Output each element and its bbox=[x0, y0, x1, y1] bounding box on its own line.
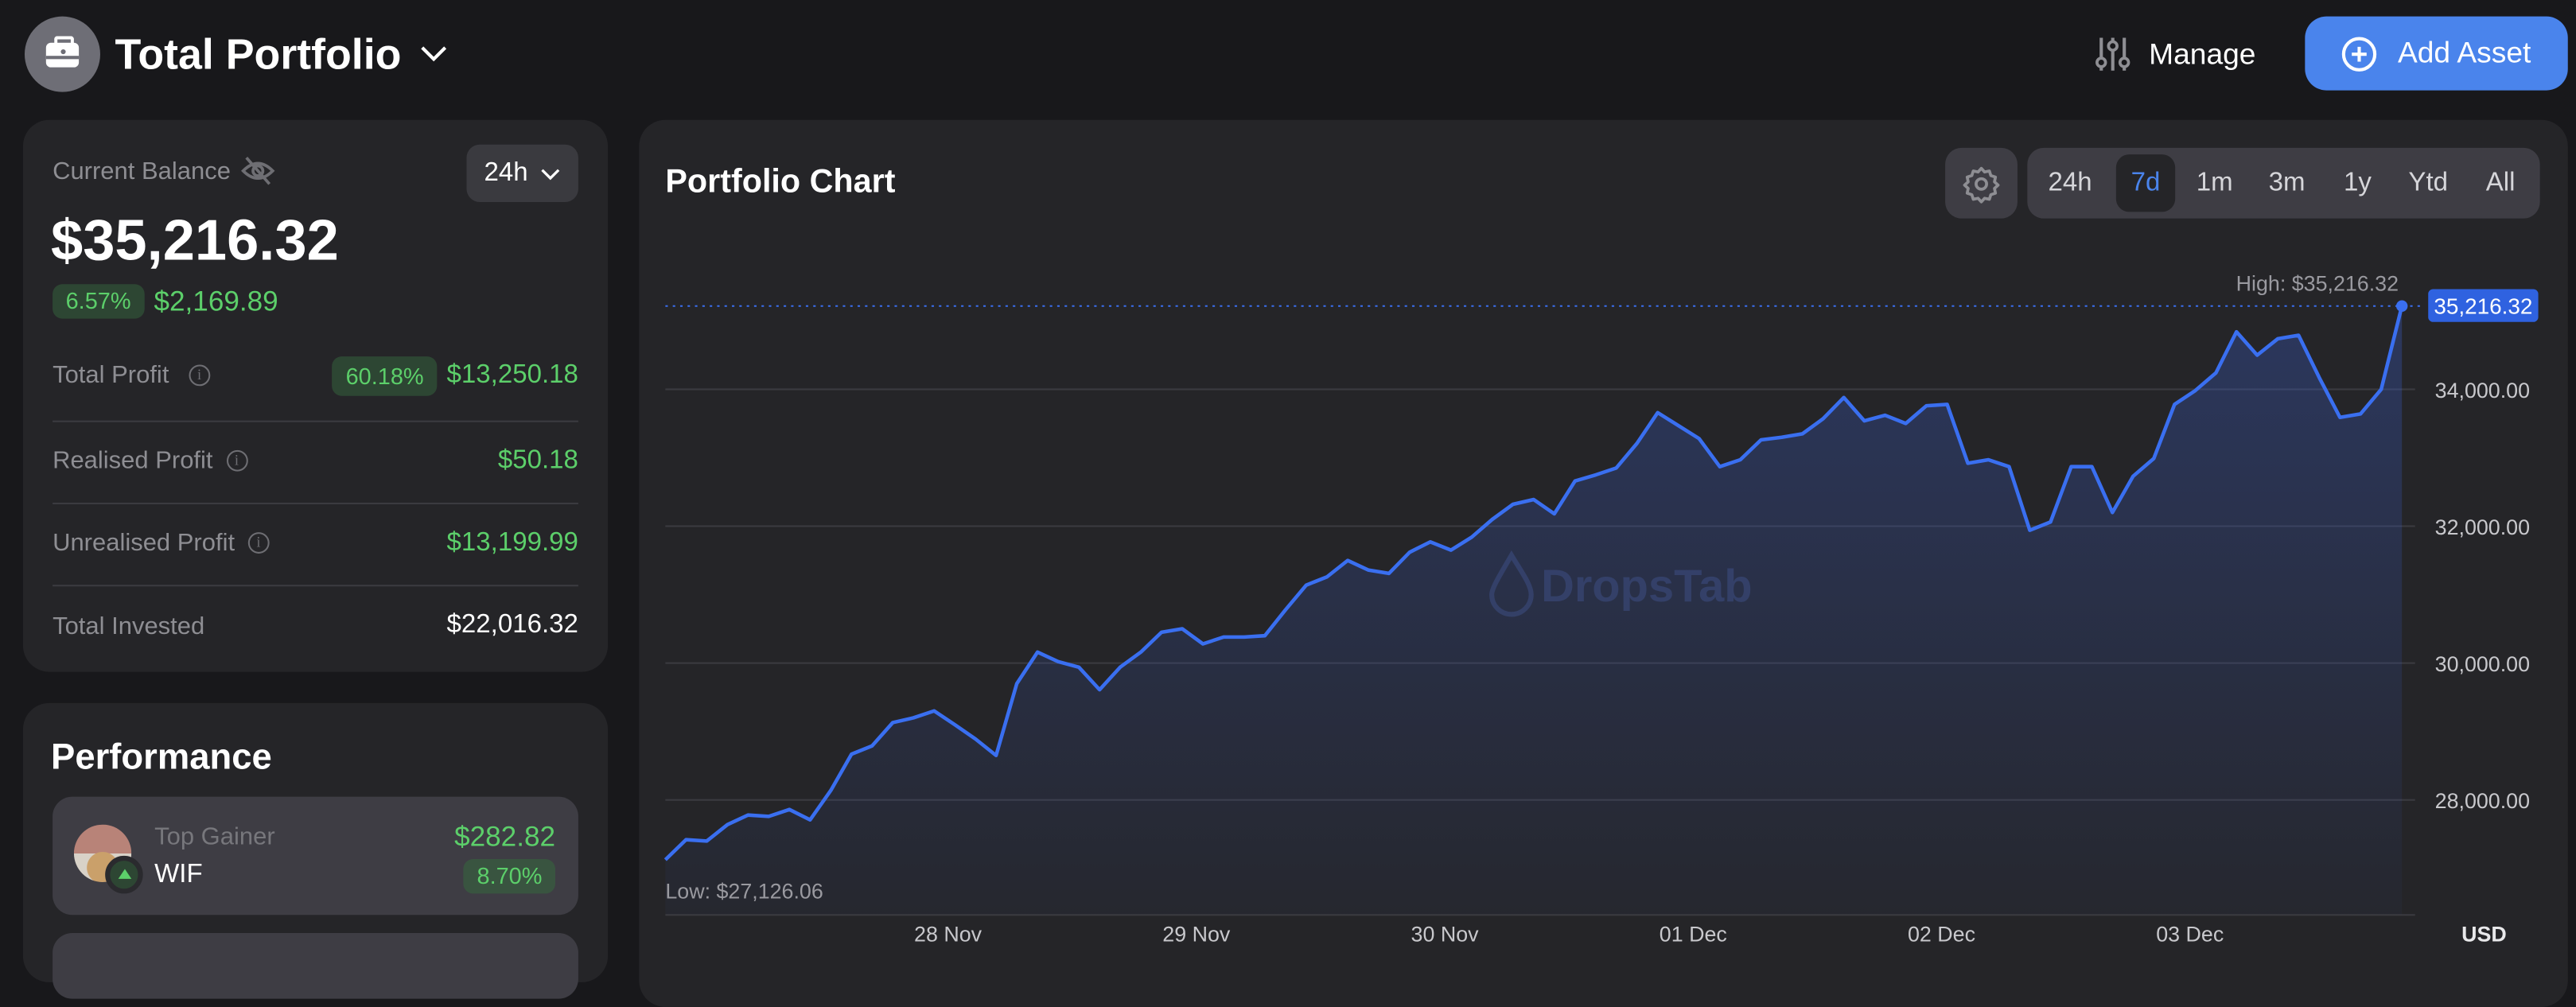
current-balance-header: Current Balance bbox=[53, 156, 277, 185]
change-pct-badge: 6.57% bbox=[53, 284, 145, 319]
divider bbox=[53, 420, 578, 422]
row-label: Unrealised Profit bbox=[53, 528, 235, 558]
add-asset-button[interactable]: Add Asset bbox=[2305, 16, 2568, 91]
range-all[interactable]: All bbox=[2485, 169, 2516, 197]
chevron-down-icon bbox=[421, 46, 447, 62]
briefcase-icon bbox=[24, 16, 100, 92]
row-label: Total Invested bbox=[53, 612, 205, 640]
eye-off-icon[interactable] bbox=[240, 156, 276, 185]
performance-title: Performance bbox=[51, 736, 272, 777]
range-1y[interactable]: 1y bbox=[2343, 169, 2372, 197]
period-dropdown[interactable]: 24h bbox=[466, 144, 578, 203]
manage-label: Manage bbox=[2149, 37, 2256, 70]
divider bbox=[53, 502, 578, 504]
trend-up-icon bbox=[105, 855, 143, 894]
plus-circle-icon bbox=[2342, 36, 2378, 71]
top-gainer-pct-badge: 8.70% bbox=[463, 859, 556, 894]
portfolio-chart-card bbox=[639, 119, 2568, 1007]
chart-title: Portfolio Chart bbox=[665, 164, 896, 200]
chevron-down-icon bbox=[542, 168, 561, 180]
info-icon[interactable]: i bbox=[226, 450, 247, 472]
portfolio-selector[interactable]: Total Portfolio bbox=[24, 16, 447, 92]
add-asset-label: Add Asset bbox=[2397, 36, 2531, 69]
balance-value: $35,216.32 bbox=[51, 208, 339, 273]
row-value: $50.18 bbox=[497, 446, 578, 475]
manage-button[interactable]: Manage bbox=[2095, 29, 2256, 79]
row-label: Realised Profit bbox=[53, 446, 213, 475]
row-value: $22,016.32 bbox=[446, 611, 578, 640]
top-gainer-symbol: WIF bbox=[154, 861, 203, 889]
gear-icon bbox=[1963, 166, 2000, 204]
period-value: 24h bbox=[484, 158, 528, 187]
sliders-icon bbox=[2095, 37, 2130, 71]
chart-settings-button[interactable] bbox=[1945, 147, 2018, 219]
range-ytd[interactable]: Ytd bbox=[2408, 169, 2448, 197]
total-profit-row: Total Profit i 60.18% $13,250.18 bbox=[53, 356, 578, 396]
realised-profit-row: Realised Profit i $50.18 bbox=[53, 442, 578, 482]
top-gainer-label: Top Gainer bbox=[154, 822, 275, 851]
range-24h[interactable]: 24h bbox=[2048, 169, 2092, 197]
top-gainer-card[interactable]: Top Gainer WIF $282.82 8.70% bbox=[53, 796, 578, 916]
unrealised-profit-row: Unrealised Profit i $13,199.99 bbox=[53, 524, 578, 564]
next-performance-card[interactable] bbox=[53, 932, 578, 999]
total-invested-row: Total Invested $22,016.32 bbox=[53, 606, 578, 646]
row-label: Total Profit bbox=[53, 361, 169, 390]
page-title: Total Portfolio bbox=[115, 29, 402, 79]
range-7d[interactable]: 7d bbox=[2115, 154, 2176, 212]
range-selector: 24h 7d 1m 3m 1y Ytd All bbox=[2027, 147, 2540, 219]
total-profit-pct-badge: 60.18% bbox=[333, 356, 438, 396]
range-3m[interactable]: 3m bbox=[2268, 169, 2306, 197]
info-icon[interactable]: i bbox=[189, 365, 211, 387]
divider bbox=[53, 585, 578, 587]
row-value: $13,250.18 bbox=[446, 361, 578, 390]
info-icon[interactable]: i bbox=[247, 532, 270, 554]
row-value: $13,199.99 bbox=[446, 528, 578, 558]
range-1m[interactable]: 1m bbox=[2196, 169, 2233, 197]
current-balance-label: Current Balance bbox=[53, 157, 231, 185]
balance-card bbox=[22, 119, 609, 672]
change-value: $2,169.89 bbox=[154, 285, 278, 317]
top-gainer-value: $282.82 bbox=[454, 821, 556, 853]
